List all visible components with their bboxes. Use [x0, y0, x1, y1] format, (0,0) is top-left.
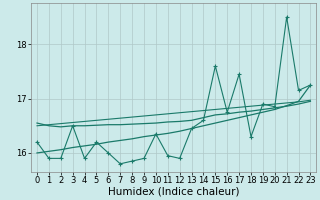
X-axis label: Humidex (Indice chaleur): Humidex (Indice chaleur): [108, 187, 239, 197]
